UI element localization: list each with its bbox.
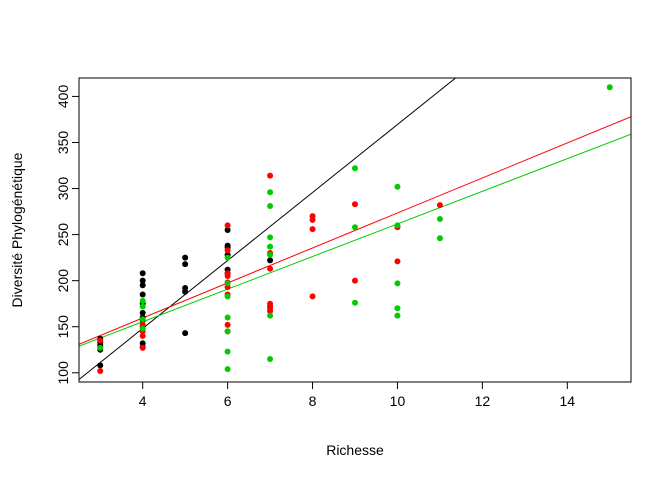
data-point bbox=[224, 293, 231, 300]
data-point bbox=[97, 344, 104, 351]
data-point bbox=[352, 299, 358, 306]
data-point bbox=[352, 224, 358, 231]
x-axis: 4 6 8 10 12 14 bbox=[139, 381, 576, 409]
data-point bbox=[224, 321, 231, 328]
data-points bbox=[97, 84, 613, 374]
data-point bbox=[139, 309, 146, 316]
data-point bbox=[394, 258, 401, 265]
data-point bbox=[139, 291, 146, 298]
data-point bbox=[224, 222, 231, 229]
data-point bbox=[352, 277, 358, 284]
data-point bbox=[224, 242, 231, 249]
x-tick-label: 8 bbox=[309, 393, 317, 409]
x-tick-label: 14 bbox=[560, 393, 576, 409]
regression-lines bbox=[79, 78, 631, 380]
data-point bbox=[267, 312, 274, 319]
data-point bbox=[352, 165, 358, 172]
data-point bbox=[309, 293, 316, 300]
data-point bbox=[224, 366, 231, 373]
x-tick-label: 4 bbox=[139, 393, 147, 409]
data-point bbox=[267, 251, 274, 258]
data-point bbox=[139, 316, 146, 323]
data-point bbox=[394, 222, 401, 229]
data-point bbox=[267, 243, 274, 250]
data-point bbox=[436, 235, 443, 242]
data-point bbox=[436, 215, 443, 222]
data-point bbox=[139, 270, 146, 277]
data-point bbox=[224, 254, 231, 261]
data-point bbox=[139, 325, 146, 332]
regression-line-1 bbox=[79, 78, 457, 380]
regression-line-2 bbox=[79, 116, 631, 345]
y-tick-label: 250 bbox=[55, 223, 71, 247]
data-point bbox=[97, 362, 104, 369]
data-point bbox=[97, 367, 104, 374]
data-point bbox=[267, 355, 274, 362]
data-point bbox=[267, 257, 274, 264]
y-tick-label: 150 bbox=[55, 315, 71, 339]
data-point bbox=[182, 330, 189, 337]
y-tick-label: 100 bbox=[55, 361, 71, 385]
data-point bbox=[394, 183, 401, 190]
data-point bbox=[182, 254, 189, 261]
y-axis-title: Diversité Phylogénétique bbox=[9, 152, 25, 307]
data-point bbox=[309, 213, 316, 220]
data-point bbox=[224, 270, 231, 277]
data-point bbox=[267, 265, 274, 272]
y-tick-label: 350 bbox=[55, 131, 71, 155]
data-point bbox=[267, 189, 274, 196]
data-point bbox=[224, 314, 231, 321]
data-point bbox=[224, 227, 231, 233]
data-point bbox=[139, 297, 146, 304]
data-point bbox=[139, 332, 146, 339]
data-point bbox=[394, 312, 401, 319]
data-point bbox=[352, 201, 358, 208]
data-point bbox=[139, 303, 146, 310]
x-tick-label: 12 bbox=[475, 393, 491, 409]
data-point bbox=[224, 280, 231, 287]
data-point bbox=[267, 172, 274, 179]
data-point bbox=[139, 344, 146, 351]
data-point bbox=[139, 277, 146, 284]
data-point bbox=[394, 280, 401, 287]
x-tick-label: 10 bbox=[390, 393, 406, 409]
data-point bbox=[139, 282, 146, 289]
data-point bbox=[224, 328, 231, 335]
data-point bbox=[182, 285, 189, 292]
y-tick-label: 200 bbox=[55, 269, 71, 293]
x-axis-title: Richesse bbox=[326, 442, 384, 458]
data-point bbox=[224, 247, 231, 254]
data-point bbox=[267, 203, 274, 210]
data-point bbox=[267, 234, 274, 241]
data-point bbox=[394, 305, 401, 312]
data-point bbox=[606, 84, 613, 91]
data-point bbox=[97, 337, 104, 344]
regression-line-3 bbox=[79, 133, 631, 347]
data-point bbox=[267, 300, 274, 307]
y-tick-label: 400 bbox=[55, 85, 71, 109]
data-point bbox=[309, 226, 316, 233]
y-axis: 100 150 200 250 300 350 400 bbox=[55, 85, 80, 385]
x-tick-label: 6 bbox=[224, 393, 232, 409]
data-point bbox=[436, 202, 443, 209]
data-point bbox=[224, 348, 231, 355]
y-tick-label: 300 bbox=[55, 177, 71, 201]
data-point bbox=[139, 340, 146, 347]
data-point bbox=[182, 261, 189, 268]
